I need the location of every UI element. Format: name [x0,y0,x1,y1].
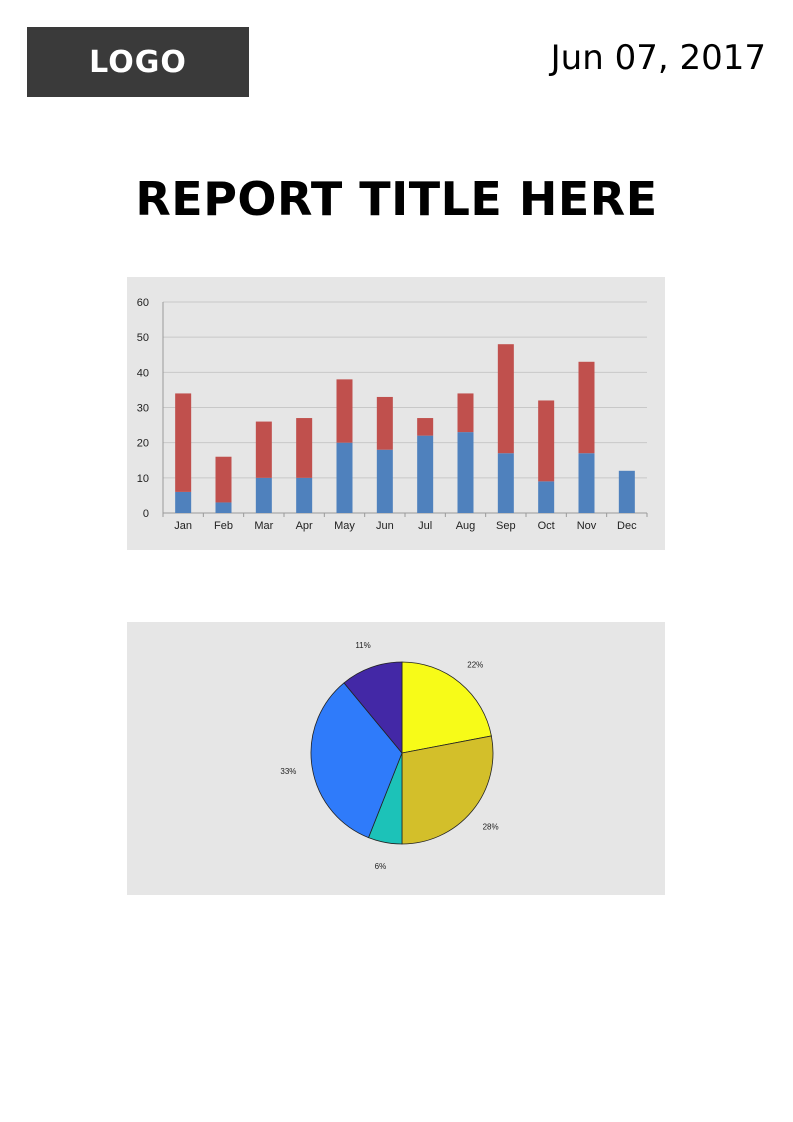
bar-segment-series-1 [175,491,192,513]
bar-segment-series-1 [618,470,635,513]
bar-segment-series-2 [538,400,555,482]
bar-segment-series-2 [175,393,192,492]
bar-segment-series-1 [215,502,232,513]
bar-segment-series-2 [376,396,393,450]
bar-segment-series-1 [578,453,595,513]
pie-slice-label: 28% [483,822,499,831]
y-tick-label: 20 [137,438,149,450]
y-tick-label: 50 [137,332,149,344]
bar-segment-series-2 [215,456,232,503]
pie-chart: 22% 28% 6% 33% 11% [280,641,499,871]
pie-slice-label: 6% [375,862,387,871]
y-tick-label: 10 [137,473,149,485]
x-tick-label: Sep [496,520,516,532]
x-tick-label: Oct [538,520,555,532]
stacked-bar-chart: 0 10 20 30 40 50 60 Jan Feb Mar Apr May Jun Jul Aug Sep… [137,297,648,532]
x-tick-label: Apr [296,520,313,532]
x-tick-label: May [334,520,355,532]
x-tick-label: Jul [418,520,432,532]
bar-segment-series-1 [255,477,272,513]
report-date: Jun 07, 2017 [550,38,766,78]
bar-segment-series-1 [296,477,313,513]
x-tick-label: Mar [254,520,273,532]
pie-slice-label: 22% [467,660,483,669]
y-tick-label: 40 [137,367,149,379]
logo: LOGO [27,27,249,97]
x-tick-label: Jun [376,520,394,532]
pie-slice [310,682,403,839]
bar-segment-series-1 [457,432,474,513]
pie-slice [343,661,403,755]
x-tick-label: Nov [577,520,597,532]
y-tick-label: 60 [137,297,149,309]
bar-segment-series-2 [497,344,514,454]
y-tick-label: 30 [137,403,149,415]
bar-chart-panel: 0 10 20 30 40 50 60 Jan Feb Mar Apr May Jun Jul Aug Sep… [127,277,665,550]
x-tick-label: Feb [214,520,233,532]
bar-segment-series-1 [336,442,353,513]
x-tick-label: Aug [456,520,476,532]
bar-segment-series-1 [376,449,393,513]
bar-segment-series-2 [296,418,313,478]
x-tick-label: Dec [617,520,637,532]
pie-slice [401,735,494,845]
pie-chart-panel: 22% 28% 6% 33% 11% [127,622,665,895]
pie-slice-label: 33% [280,767,296,776]
bar-segment-series-1 [538,481,555,513]
report-title: REPORT TITLE HERE [135,172,658,226]
x-tick-label: Jan [174,520,192,532]
bar-segment-series-2 [255,421,272,478]
bar-segment-series-1 [497,453,514,513]
pie-slice-label: 11% [355,641,370,650]
bar-segment-series-2 [457,393,474,433]
bar-segment-series-1 [417,435,434,513]
bar-segment-series-2 [336,379,353,443]
bar-segment-series-2 [578,361,595,454]
y-tick-label: 0 [143,508,149,520]
pie-slice [401,661,492,754]
bar-segment-series-2 [417,418,434,436]
